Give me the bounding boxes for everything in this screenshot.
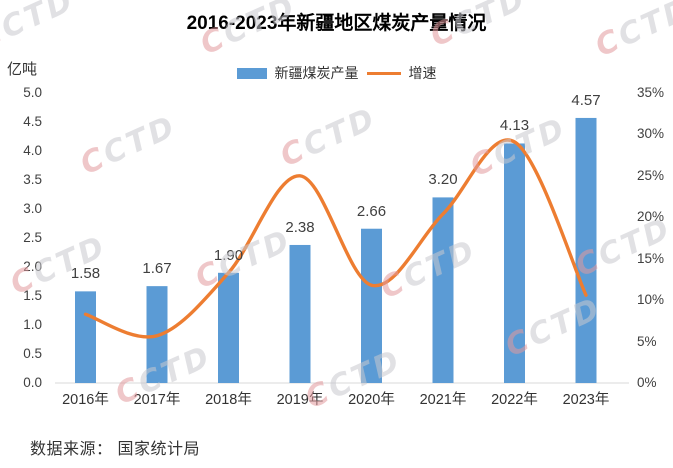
right-axis-tick: 25% xyxy=(637,167,665,183)
left-axis-tick: 4.0 xyxy=(23,143,42,158)
x-axis-label: 2017年 xyxy=(133,392,181,408)
bar-2021年 xyxy=(432,197,454,383)
left-axis-tick: 5.0 xyxy=(23,85,42,100)
bar-2020年 xyxy=(361,228,382,383)
x-axis-label: 2021年 xyxy=(419,392,467,408)
x-axis-label: 2016年 xyxy=(62,392,109,408)
left-axis-tick: 4.5 xyxy=(23,114,42,129)
left-axis-tick: 0.5 xyxy=(23,346,42,361)
x-axis-label: 2020年 xyxy=(348,392,395,408)
y-axis-unit-label: 亿吨 xyxy=(7,61,38,78)
right-axis-tick: 5% xyxy=(637,333,657,349)
right-axis-tick: 30% xyxy=(637,126,665,142)
left-axis-tick: 3.0 xyxy=(23,201,42,216)
legend-bar-swatch-icon xyxy=(236,67,267,79)
right-axis-tick: 0% xyxy=(637,375,657,390)
bar-value-label: 2.38 xyxy=(285,218,315,236)
bar-2019年 xyxy=(289,244,311,383)
right-axis-tick: 10% xyxy=(637,292,665,308)
x-axis-label: 2019年 xyxy=(276,392,324,408)
x-axis-label: 2018年 xyxy=(205,392,252,408)
right-axis-tick: 20% xyxy=(637,209,665,225)
left-axis-tick: 0.0 xyxy=(23,375,42,390)
left-axis-tick: 1.5 xyxy=(23,288,42,303)
legend-label-production: 新疆煤炭产量 xyxy=(274,65,359,81)
chart-title: 2016-2023年新疆地区煤炭产量情况 xyxy=(186,13,487,34)
bar-2023年 xyxy=(575,117,597,383)
left-axis-tick: 1.0 xyxy=(23,317,42,332)
legend-line-swatch-icon xyxy=(366,71,401,75)
left-axis-tick: 3.5 xyxy=(23,172,42,187)
right-axis-tick: 35% xyxy=(637,85,665,100)
bar-value-label: 2.66 xyxy=(356,202,387,220)
bar-2016年 xyxy=(75,291,96,383)
bar-value-label: 3.20 xyxy=(428,171,458,189)
bar-value-label: 1.90 xyxy=(213,246,244,264)
x-axis-label: 2023年 xyxy=(562,392,610,408)
growth-rate-line xyxy=(83,138,588,339)
bar-value-label: 1.58 xyxy=(70,265,101,283)
legend: 新疆煤炭产量 增速 xyxy=(0,63,673,83)
x-axis-label: 2022年 xyxy=(491,392,538,408)
bar-value-label: 4.13 xyxy=(499,117,530,135)
bar-value-label: 1.67 xyxy=(142,260,172,278)
left-axis-tick: 2.0 xyxy=(23,259,42,274)
bar-value-label: 4.57 xyxy=(571,91,601,109)
bar-2022年 xyxy=(504,143,525,383)
data-source-label: 数据来源： 国家统计局 xyxy=(30,441,200,458)
left-axis-tick: 2.5 xyxy=(23,230,42,245)
legend-label-growth: 增速 xyxy=(408,65,437,81)
right-axis-tick: 15% xyxy=(637,250,665,266)
bar-2018年 xyxy=(218,272,239,383)
